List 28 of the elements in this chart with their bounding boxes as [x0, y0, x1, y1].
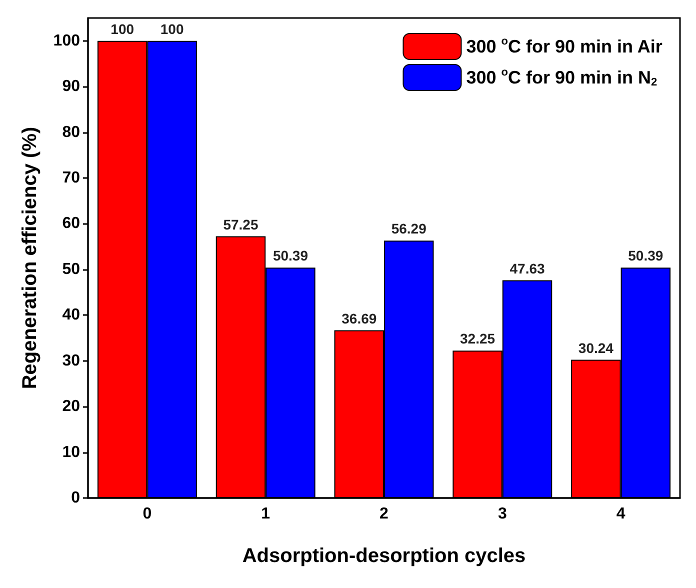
data-label: 30.24 — [578, 340, 614, 356]
y-tick-label: 30 — [62, 352, 80, 370]
y-axis-title: Regeneration efficiency (%) — [19, 126, 41, 390]
data-label: 32.25 — [460, 330, 496, 347]
data-label: 100 — [160, 20, 184, 37]
y-tick-label: 60 — [62, 215, 80, 232]
y-tick-label: 50 — [62, 260, 80, 278]
y-tick-label: 0 — [71, 490, 80, 506]
data-label: 36.69 — [342, 310, 377, 326]
x-tick-label: 4 — [616, 506, 626, 522]
x-tick-label: 2 — [380, 506, 389, 522]
x-axis-title: Adsorption-desorption cycles — [242, 545, 526, 567]
data-label: 47.63 — [510, 260, 545, 276]
x-tick-label: 3 — [498, 506, 507, 522]
y-tick-label: 10 — [62, 444, 80, 461]
y-tick-label: 20 — [62, 398, 80, 416]
data-label: 100 — [110, 20, 134, 37]
x-tick-label: 0 — [142, 506, 152, 522]
data-label: 50.39 — [628, 248, 664, 264]
x-tick-label: 1 — [261, 506, 270, 522]
y-tick-label: 100 — [53, 32, 80, 50]
data-label: 56.29 — [391, 220, 427, 237]
y-tick-label: 70 — [62, 170, 80, 186]
data-label: 50.39 — [272, 248, 308, 264]
data-label: 57.25 — [223, 216, 258, 232]
y-tick-label: 40 — [62, 306, 80, 324]
y-tick-label: 80 — [62, 124, 80, 141]
y-tick-label: 90 — [62, 78, 80, 96]
